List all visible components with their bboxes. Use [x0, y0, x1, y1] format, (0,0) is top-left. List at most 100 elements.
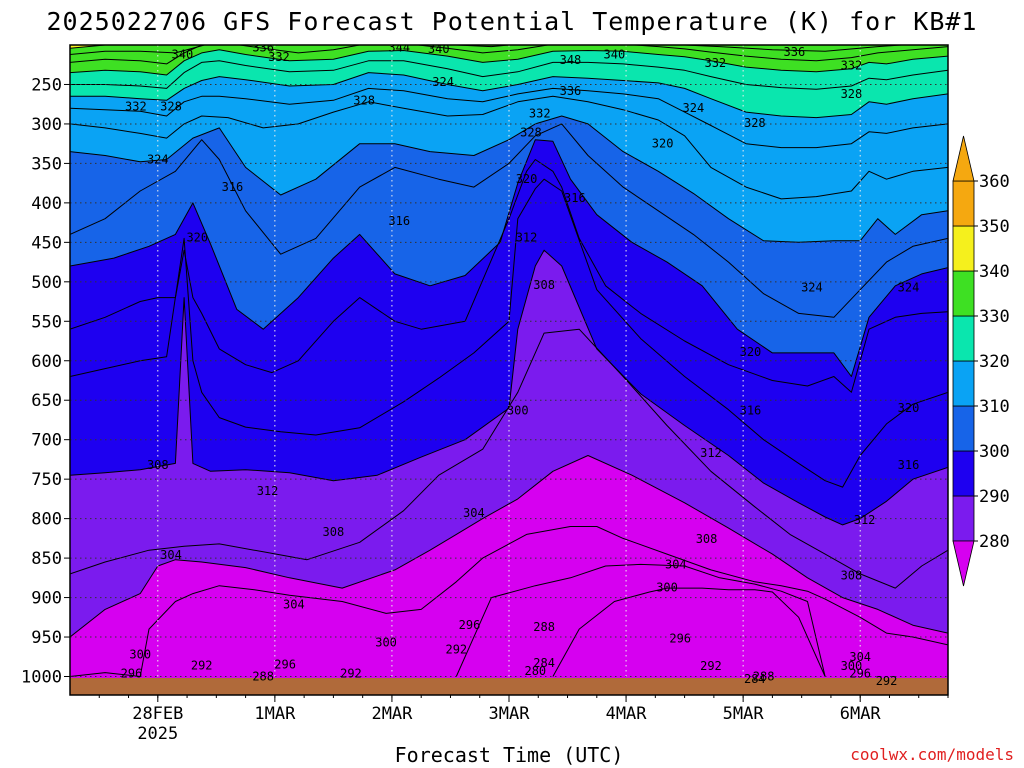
contour-label: 328 [353, 93, 375, 107]
contour-line-328 [70, 87, 948, 149]
y-tick-label: 600 [31, 352, 62, 372]
contour-label: 332 [529, 107, 551, 121]
contour-label: 288 [753, 670, 775, 684]
contour-label: 328 [841, 87, 863, 101]
contour-label: 288 [252, 670, 274, 684]
contour-label: 316 [564, 191, 586, 205]
contour-label: 324 [683, 101, 705, 115]
contour-line-348 [70, 45, 909, 55]
contour-label: 308 [696, 532, 718, 546]
contour-label: 300 [375, 636, 397, 650]
contour-line-304 [70, 178, 948, 488]
contour-label: 336 [784, 45, 806, 59]
contour-label: 280 [524, 664, 546, 678]
contour-label: 304 [160, 548, 182, 562]
theta-band-344 [70, 45, 948, 64]
credit-text: coolwx.com/models [850, 745, 1014, 764]
colorbar-segment [952, 270, 975, 317]
contour-label: 340 [172, 47, 194, 61]
colorbar-segment [952, 225, 975, 272]
colorbar: 280 290 300 310 320 330 340 350 360 [952, 135, 1010, 587]
contour-label: 328 [160, 100, 182, 114]
contour-label: 332 [841, 59, 863, 73]
contour-line-280 [552, 587, 826, 677]
contour-label: 308 [533, 278, 555, 292]
colorbar-segment [952, 180, 975, 227]
theta-color-bands [70, 45, 948, 677]
contour-label: 340 [428, 42, 450, 56]
y-tick-label: 800 [31, 510, 62, 530]
contour-label: 324 [147, 152, 169, 166]
y-tick-label: 650 [31, 391, 62, 411]
contour-label: 344 [388, 40, 410, 54]
contour-label: 304 [665, 557, 687, 571]
colorbar-label: 280 [979, 532, 1010, 552]
contour-label: 304 [283, 598, 305, 612]
theta-band-348 [70, 45, 902, 55]
y-tick-label: 300 [31, 115, 62, 135]
contour-label: 316 [222, 180, 244, 194]
colorbar-label: 360 [979, 172, 1010, 192]
contour-label: 300 [129, 647, 151, 661]
colorbar-label: 340 [979, 262, 1010, 282]
y-tick-label: 350 [31, 154, 62, 174]
grid-lines [70, 45, 948, 695]
contour-label: 324 [432, 75, 454, 89]
colorbar-label: 300 [979, 442, 1010, 462]
colorbar-segment [952, 360, 975, 407]
contour-label: 296 [459, 618, 481, 632]
contour-label: 312 [516, 231, 538, 245]
colorbar-bottom-arrow [952, 540, 975, 587]
contour-label: 292 [340, 666, 362, 680]
colorbar-label: 320 [979, 352, 1010, 372]
contour-label: 336 [252, 40, 274, 54]
contour-label: 312 [257, 484, 279, 498]
y-tick-label: 550 [31, 312, 62, 332]
contour-line-312 [70, 139, 948, 377]
x-tick-label: 3MAR [489, 704, 531, 724]
contour-label: 320 [740, 345, 762, 359]
contour-label: 304 [849, 650, 871, 664]
contour-label: 312 [700, 446, 722, 460]
contour-label: 284 [533, 656, 555, 670]
contour-label: 324 [898, 280, 920, 294]
y-tick-label: 750 [31, 470, 62, 490]
contour-label: 340 [604, 47, 626, 61]
x-tick-label: 6MAR [840, 704, 882, 724]
colorbar-segment [952, 450, 975, 497]
colorbar-segment [952, 315, 975, 362]
contour-label: 284 [744, 672, 766, 686]
y-tick-label: 700 [31, 431, 62, 451]
colorbar-label: 310 [979, 397, 1010, 417]
contour-label: 292 [876, 674, 898, 688]
contour-label: 300 [507, 403, 529, 417]
contour-label: 296 [121, 666, 143, 680]
y-tick-label: 850 [31, 549, 62, 569]
contour-label: 324 [801, 280, 823, 294]
contour-label: 332 [268, 50, 290, 64]
contour-label: 304 [463, 506, 485, 520]
x-tick-label: 4MAR [606, 704, 648, 724]
colorbar-label: 350 [979, 217, 1010, 237]
contour-label: 300 [841, 659, 863, 673]
contour-label: 288 [533, 620, 555, 634]
contour-label: 332 [704, 56, 726, 70]
colorbar-segment [952, 495, 975, 542]
contour-line-340 [70, 49, 948, 76]
contour-label: 336 [560, 84, 582, 98]
contour-line-336 [70, 60, 948, 90]
contour-label: 320 [898, 401, 920, 415]
contour-line-284 [455, 563, 826, 677]
contour-label: 308 [841, 568, 863, 582]
contour-label: 292 [445, 643, 467, 657]
contour-label: 292 [191, 658, 213, 672]
colorbar-segment [952, 405, 975, 452]
contour-label: 316 [898, 458, 920, 472]
x-tick-sublabel: 2025 [137, 724, 178, 744]
y-tick-label: 950 [31, 628, 62, 648]
y-tick-label: 900 [31, 589, 62, 609]
contour-line-292 [70, 455, 948, 638]
